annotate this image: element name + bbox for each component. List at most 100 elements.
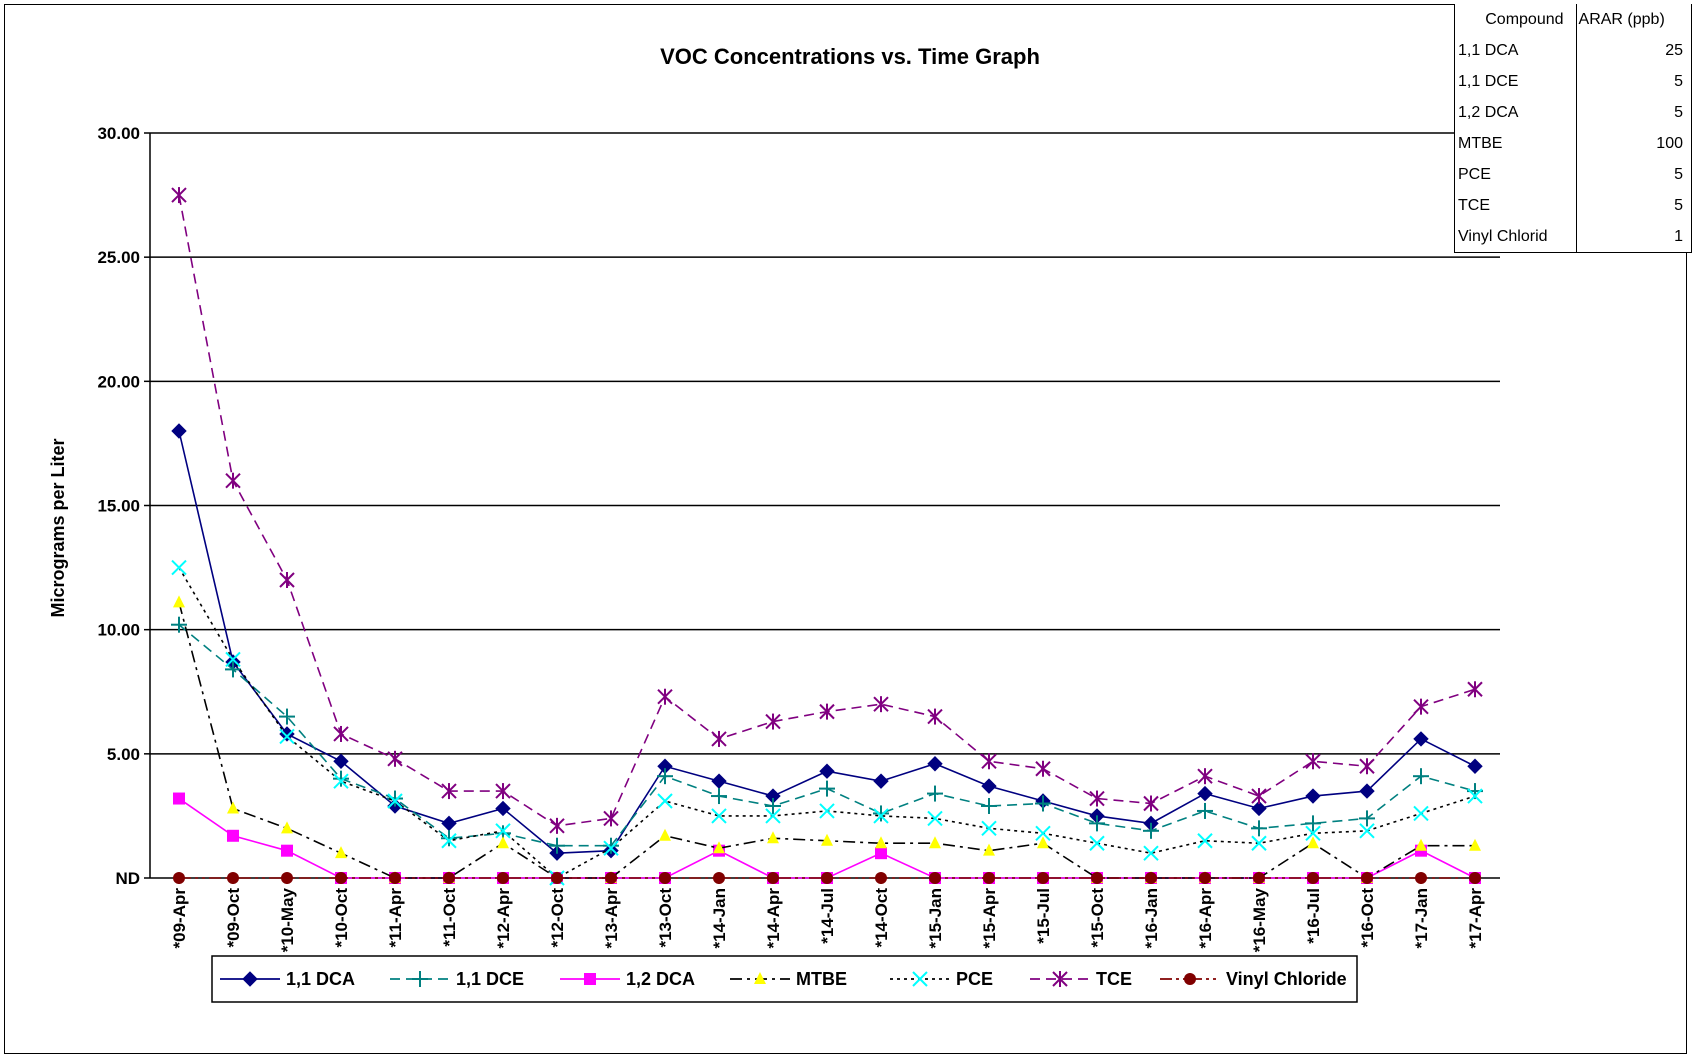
x-tick-label: *09-Apr [170,888,189,949]
data-point [1307,872,1319,884]
data-point [171,423,187,439]
data-point [1199,872,1211,884]
y-tick-label: ND [115,869,140,888]
x-tick-label: *13-Oct [656,888,675,948]
data-point [1037,872,1049,884]
data-point [497,872,509,884]
data-point [497,836,509,849]
y-tick-label: 15.00 [97,497,140,516]
data-point [1305,815,1321,832]
legend-marker [412,971,428,987]
legend-item: 1,1 DCA [220,969,355,989]
legend-item: MTBE [730,969,847,989]
data-point [279,728,295,745]
data-point [1469,838,1481,851]
legend-label: MTBE [796,969,847,989]
y-tick-label: 25.00 [97,248,140,267]
x-tick-label: *16-Jan [1142,888,1161,948]
legend-marker [584,973,596,985]
table-row: 1,1 DCE 5 [1454,66,1692,97]
data-point [495,783,511,800]
arar-cell: 5 [1575,66,1692,97]
data-point [227,872,239,884]
data-point [821,872,833,884]
y-tick-label: 30.00 [97,124,140,143]
x-tick-label: *12-Oct [548,888,567,948]
data-point [1037,836,1049,849]
data-point [225,651,241,668]
data-point [1415,872,1427,884]
data-point [441,833,457,849]
data-point [1197,768,1213,785]
legend-label: 1,1 DCE [456,969,524,989]
compound-cell: MTBE [1454,128,1577,159]
table-row: 1,1 DCA 25 [1454,35,1692,66]
data-point [1467,788,1483,804]
data-point [765,808,781,824]
data-point [1197,833,1213,849]
data-point [873,808,889,824]
legend-item: 1,1 DCE [390,969,524,989]
arar-table: Compound ARAR (ppb) 1,1 DCA 25 1,1 DCE 5 1,2 D… [1454,4,1692,253]
data-point [875,847,887,860]
arar-cell: 1 [1575,221,1692,253]
data-point [495,800,511,817]
data-point [767,831,779,844]
data-point [281,844,293,857]
legend: 1,1 DCA 1,1 DCE 1,2 DCA MTBE PCE TCE Vinyl Chl… [211,955,1358,1003]
data-point [819,803,835,819]
data-point [927,756,943,772]
legend-label: 1,2 DCA [626,969,695,989]
data-point [279,708,295,725]
data-point [495,823,511,839]
data-point [1197,785,1213,802]
x-tick-label: *15-Jan [926,888,945,948]
data-point [389,872,401,884]
y-axis-label: Micrograms per Liter [48,438,68,617]
data-point [765,713,781,730]
data-point [333,725,349,742]
data-point [927,785,943,802]
arar-cell: 5 [1575,97,1692,128]
data-point [1035,795,1051,812]
arar-cell: 100 [1575,128,1692,159]
data-point [981,753,997,770]
data-point [171,559,187,576]
data-point [711,773,727,789]
x-tick-label: *11-Oct [440,888,459,947]
data-point [713,841,725,854]
series-line [178,194,1476,827]
data-point [1197,802,1213,819]
data-point [981,778,997,794]
data-point [927,708,943,725]
data-point [551,872,563,884]
x-tick-label: *11-Apr [386,888,405,948]
data-point [1035,825,1051,842]
data-point [873,696,889,713]
data-point [1251,800,1267,817]
data-point [981,797,997,814]
legend-marker [1052,971,1068,987]
series-pce [171,559,1483,886]
data-point [1091,872,1103,884]
data-point [1415,838,1427,851]
data-point [983,872,995,884]
data-point [443,872,455,884]
compound-cell: TCE [1454,190,1577,221]
arar-cell: 5 [1575,159,1692,190]
data-point [711,808,727,824]
data-point [713,872,725,884]
data-point [387,750,403,767]
legend-item: TCE [1030,969,1132,989]
data-point [171,616,187,633]
data-point [657,688,673,705]
x-tick-label: *17-Jan [1412,888,1431,948]
chart-frame [4,4,1687,1054]
legend-marker [1184,973,1196,985]
data-point [711,788,727,805]
x-tick-label: *14-Oct [872,888,891,948]
data-point [1089,835,1105,851]
data-point [1413,805,1429,822]
data-point [1143,845,1159,861]
